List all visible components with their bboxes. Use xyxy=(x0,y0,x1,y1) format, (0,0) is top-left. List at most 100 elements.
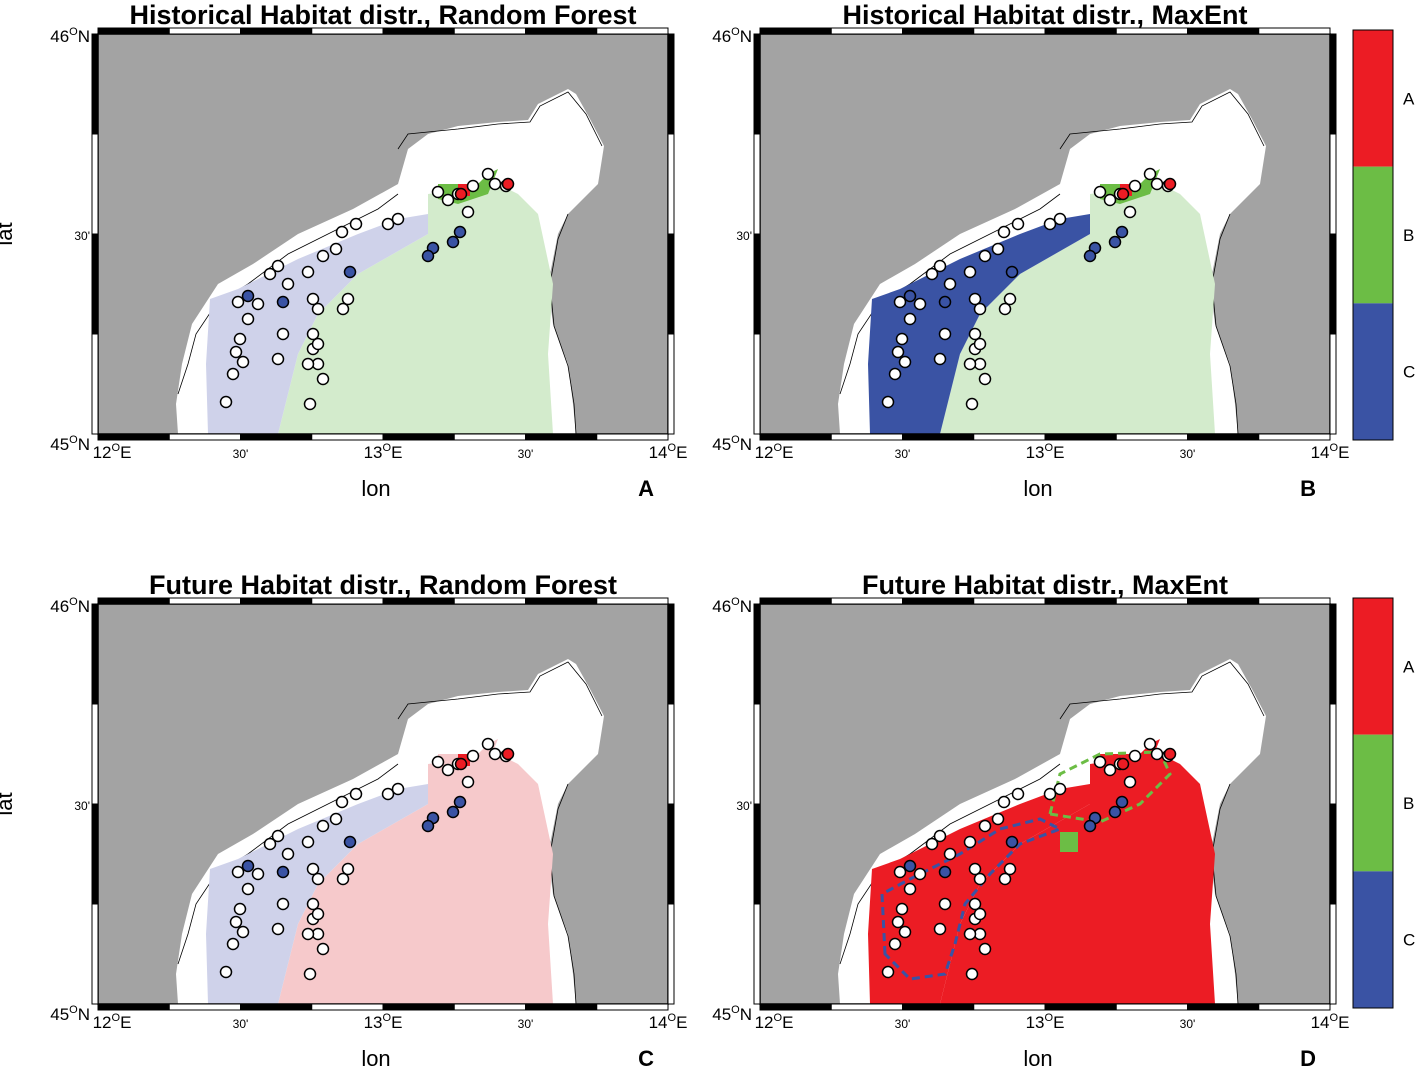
historical-b-contour xyxy=(1048,750,1172,824)
sample-point xyxy=(301,265,315,279)
colorbar-segment-b xyxy=(1353,166,1393,304)
habitat-region-b xyxy=(278,184,553,434)
sample-point xyxy=(271,829,285,843)
frame-band-bottom xyxy=(1258,433,1331,441)
colorbar-frame xyxy=(1352,597,1394,1009)
sample-point xyxy=(306,862,320,876)
sample-point xyxy=(998,302,1012,316)
sample-point-a xyxy=(501,747,515,761)
sample-point xyxy=(943,277,957,291)
sample-point xyxy=(306,292,320,306)
frame-band-top xyxy=(759,27,832,35)
y-axis-label: lat xyxy=(0,792,17,815)
sample-point xyxy=(891,345,905,359)
sample-point xyxy=(973,302,987,316)
sample-point-c xyxy=(421,819,435,833)
sample-point xyxy=(306,897,320,911)
colorbar-segment-c xyxy=(1353,303,1393,440)
sample-point xyxy=(991,812,1005,826)
colorbar-segment-b xyxy=(1353,734,1393,872)
sample-point-c xyxy=(938,865,952,879)
habitat-region-c xyxy=(868,784,1090,1004)
sample-point xyxy=(341,862,355,876)
sample-point xyxy=(1011,217,1025,231)
sample-point xyxy=(978,942,992,956)
sample-point-c xyxy=(1115,795,1129,809)
frame-band-bottom xyxy=(311,1003,384,1011)
frame-band-bottom xyxy=(168,433,241,441)
sample-point xyxy=(895,332,909,346)
coastline xyxy=(397,661,603,720)
lon-tick: 13OE xyxy=(1026,442,1065,462)
colorbar-label: B xyxy=(1403,794,1414,813)
sample-point xyxy=(1103,763,1117,777)
sample-point xyxy=(933,829,947,843)
sample-point xyxy=(1123,775,1137,789)
frame-band-left xyxy=(91,803,99,905)
frame-band-right xyxy=(667,333,675,435)
frame-band-top xyxy=(596,597,669,605)
sample-point-c xyxy=(241,859,255,873)
lon-tick: 14OE xyxy=(649,442,688,462)
frame-band-bottom xyxy=(1115,1003,1188,1011)
sample-point xyxy=(1053,782,1067,796)
sample-point xyxy=(1093,755,1107,769)
sample-point xyxy=(898,355,912,369)
sample-point xyxy=(441,193,455,207)
frame-band-right xyxy=(1329,703,1337,805)
sample-point xyxy=(306,327,320,341)
frame-band-bottom xyxy=(1187,1003,1260,1011)
sample-point xyxy=(236,925,250,939)
frame-band-left xyxy=(91,703,99,805)
lon-tick: 13OE xyxy=(364,1012,403,1032)
sample-point xyxy=(303,967,317,981)
frame-band-bottom xyxy=(830,1003,903,1011)
frame-band-bottom xyxy=(168,1003,241,1011)
sample-point xyxy=(263,267,277,281)
sample-point xyxy=(276,327,290,341)
colorbar-label: C xyxy=(1403,363,1415,382)
lat-tick-bottom: 45ON xyxy=(712,434,752,454)
frame-band-bottom xyxy=(596,433,669,441)
frame-band-top xyxy=(1258,27,1331,35)
colorbar-label: C xyxy=(1403,931,1415,950)
sample-point xyxy=(978,819,992,833)
sample-point xyxy=(997,795,1011,809)
panel-title: Historical Habitat distr., Random Forest xyxy=(129,0,636,30)
sample-point-c xyxy=(276,295,290,309)
lat-tick-mid: 30' xyxy=(736,229,752,243)
panel-letter: D xyxy=(1300,1046,1316,1071)
sample-point xyxy=(391,212,405,226)
sample-point xyxy=(898,925,912,939)
sample-point-c xyxy=(421,249,435,263)
colorbar-segment-a xyxy=(1353,598,1393,735)
sample-point xyxy=(1003,862,1017,876)
sample-point-c xyxy=(938,295,952,309)
sample-point-c xyxy=(1005,835,1019,849)
sample-point xyxy=(229,345,243,359)
sample-point xyxy=(241,312,255,326)
sample-point xyxy=(933,922,947,936)
sample-point-c xyxy=(903,859,917,873)
sample-point xyxy=(963,357,977,371)
sample-point-c xyxy=(276,865,290,879)
sample-point xyxy=(281,277,295,291)
sample-point xyxy=(219,395,233,409)
frame-band-left xyxy=(753,333,761,435)
sample-point xyxy=(271,259,285,273)
frame-band-bottom xyxy=(1258,1003,1331,1011)
frame-band-right xyxy=(1329,233,1337,335)
sample-point xyxy=(431,185,445,199)
sample-point xyxy=(276,897,290,911)
x-axis-label: lon xyxy=(1023,476,1052,501)
lon-tick: 30' xyxy=(518,1017,534,1031)
lon-tick: 12OE xyxy=(755,442,794,462)
lon-tick: 30' xyxy=(518,447,534,461)
lat-tick-top: 46ON xyxy=(712,26,752,46)
sample-point xyxy=(381,217,395,231)
lon-tick: 12OE xyxy=(93,1012,132,1032)
frame-band-right xyxy=(1329,133,1337,235)
lon-tick: 12OE xyxy=(93,442,132,462)
habitat-region-b xyxy=(940,754,1215,1004)
